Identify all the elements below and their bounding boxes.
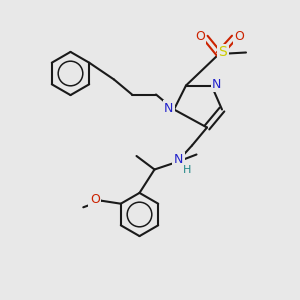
- Text: S: S: [218, 46, 227, 59]
- Text: N: N: [164, 101, 173, 115]
- Text: N: N: [174, 153, 183, 166]
- Text: H: H: [183, 165, 192, 176]
- Text: O: O: [235, 29, 244, 43]
- Text: O: O: [195, 29, 205, 43]
- Text: N: N: [212, 77, 221, 91]
- Text: O: O: [90, 193, 100, 206]
